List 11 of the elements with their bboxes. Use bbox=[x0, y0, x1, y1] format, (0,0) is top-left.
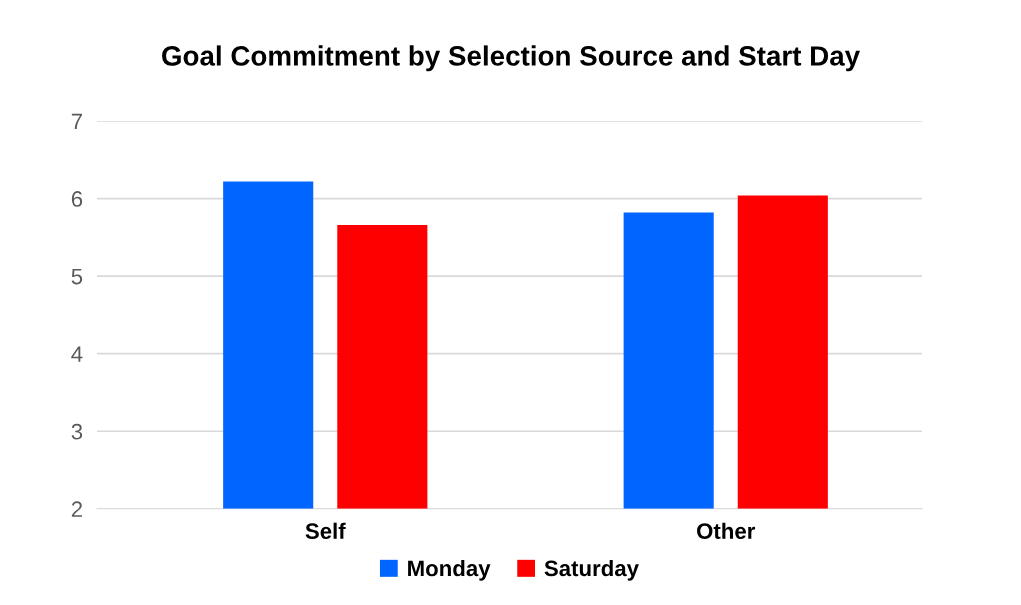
x-tick-label: Other bbox=[697, 522, 756, 540]
chart-title: Goal Commitment by Selection Source and Start Day bbox=[162, 45, 860, 72]
x-tick-label: Self bbox=[305, 522, 346, 540]
y-tick-label: 6 bbox=[71, 191, 83, 207]
y-tick-label: 5 bbox=[71, 268, 83, 285]
legend-label: Saturday bbox=[544, 559, 639, 581]
y-tick-label: 3 bbox=[71, 423, 83, 440]
y-tick-label: 7 bbox=[71, 113, 82, 130]
y-tick-label: 4 bbox=[71, 346, 83, 362]
y-tick-label: 2 bbox=[71, 501, 82, 517]
legend-label: Monday bbox=[408, 559, 491, 581]
